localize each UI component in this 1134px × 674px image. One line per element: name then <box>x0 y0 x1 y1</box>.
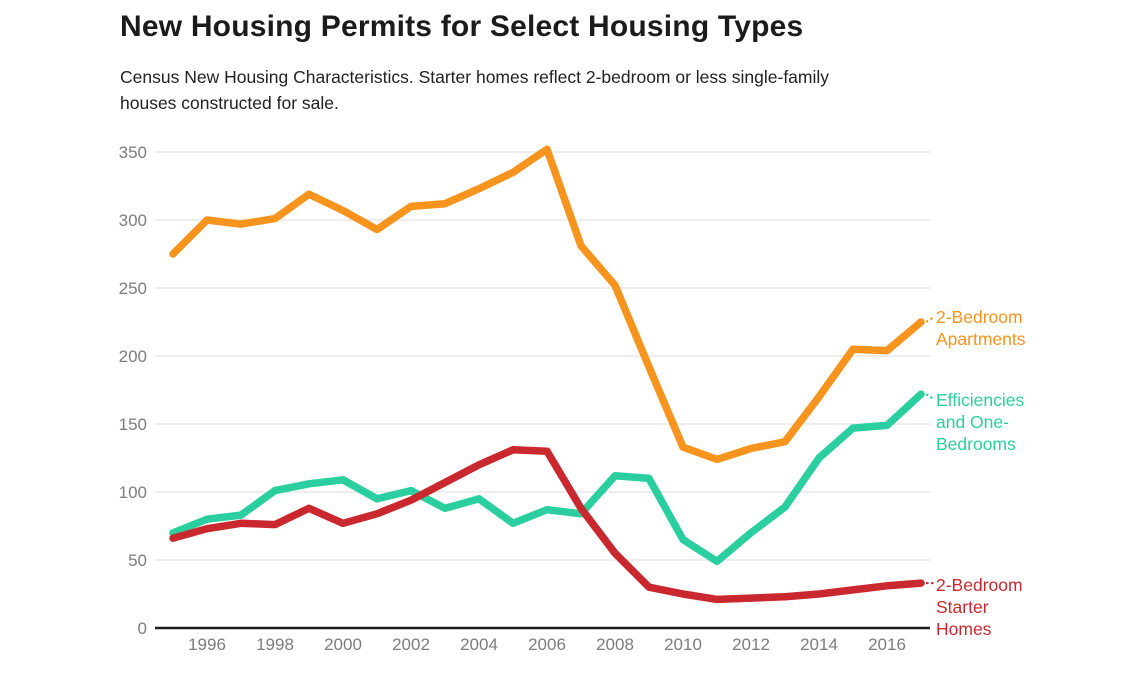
chart-subtitle-line-1: Census New Housing Characteristics. Star… <box>120 67 830 87</box>
series-label-2-bedroom-apartments: 2-Bedroom Apartments <box>936 306 1025 350</box>
series-label-line: 2-Bedroom <box>936 307 1023 327</box>
y-tick-label: 0 <box>138 619 147 638</box>
x-tick-label: 2008 <box>596 635 634 654</box>
x-tick-label: 2010 <box>664 635 702 654</box>
series-label-connector <box>925 393 935 400</box>
y-tick-label: 100 <box>119 483 147 502</box>
x-tick-label: 2000 <box>324 635 362 654</box>
x-tick-label: 2006 <box>528 635 566 654</box>
chart-subtitle: Census New Housing Characteristics. Star… <box>120 64 1060 116</box>
series-label-line: Starter <box>936 597 989 617</box>
series-label-connector <box>925 316 935 323</box>
y-tick-label: 300 <box>119 211 147 230</box>
chart-title: New Housing Permits for Select Housing T… <box>120 10 804 43</box>
x-tick-label: 1996 <box>188 635 226 654</box>
x-tick-label: 2014 <box>800 635 838 654</box>
series-label-line: Efficiencies <box>936 390 1025 410</box>
x-tick-label: 2012 <box>732 635 770 654</box>
y-tick-label: 50 <box>128 551 147 570</box>
series-label-line: and One- <box>936 412 1009 432</box>
series-label-line: Apartments <box>936 329 1026 349</box>
y-tick-label: 350 <box>119 143 147 162</box>
series-line-efficiencies-and-one-bedrooms <box>169 390 925 566</box>
series-label-line: 2-Bedroom <box>936 575 1023 595</box>
x-tick-label: 2002 <box>392 635 430 654</box>
series-line-2-bedroom-apartments <box>169 145 925 464</box>
x-tick-label: 2004 <box>460 635 498 654</box>
x-tick-label: 1998 <box>256 635 294 654</box>
series-label-2-bedroom-starter-homes: 2-Bedroom Starter Homes <box>936 574 1023 640</box>
y-tick-label: 200 <box>119 347 147 366</box>
series-label-line: Bedrooms <box>936 434 1016 454</box>
chart-subtitle-line-2: houses constructed for sale. <box>120 93 339 113</box>
y-tick-label: 250 <box>119 279 147 298</box>
series-line-2-bedroom-starter-homes <box>169 446 925 604</box>
x-tick-label: 2016 <box>868 635 906 654</box>
series-label-efficiencies-and-one-bedrooms: Efficiencies and One- Bedrooms <box>936 389 1024 455</box>
series-label-line: Homes <box>936 619 992 639</box>
y-tick-label: 150 <box>119 415 147 434</box>
